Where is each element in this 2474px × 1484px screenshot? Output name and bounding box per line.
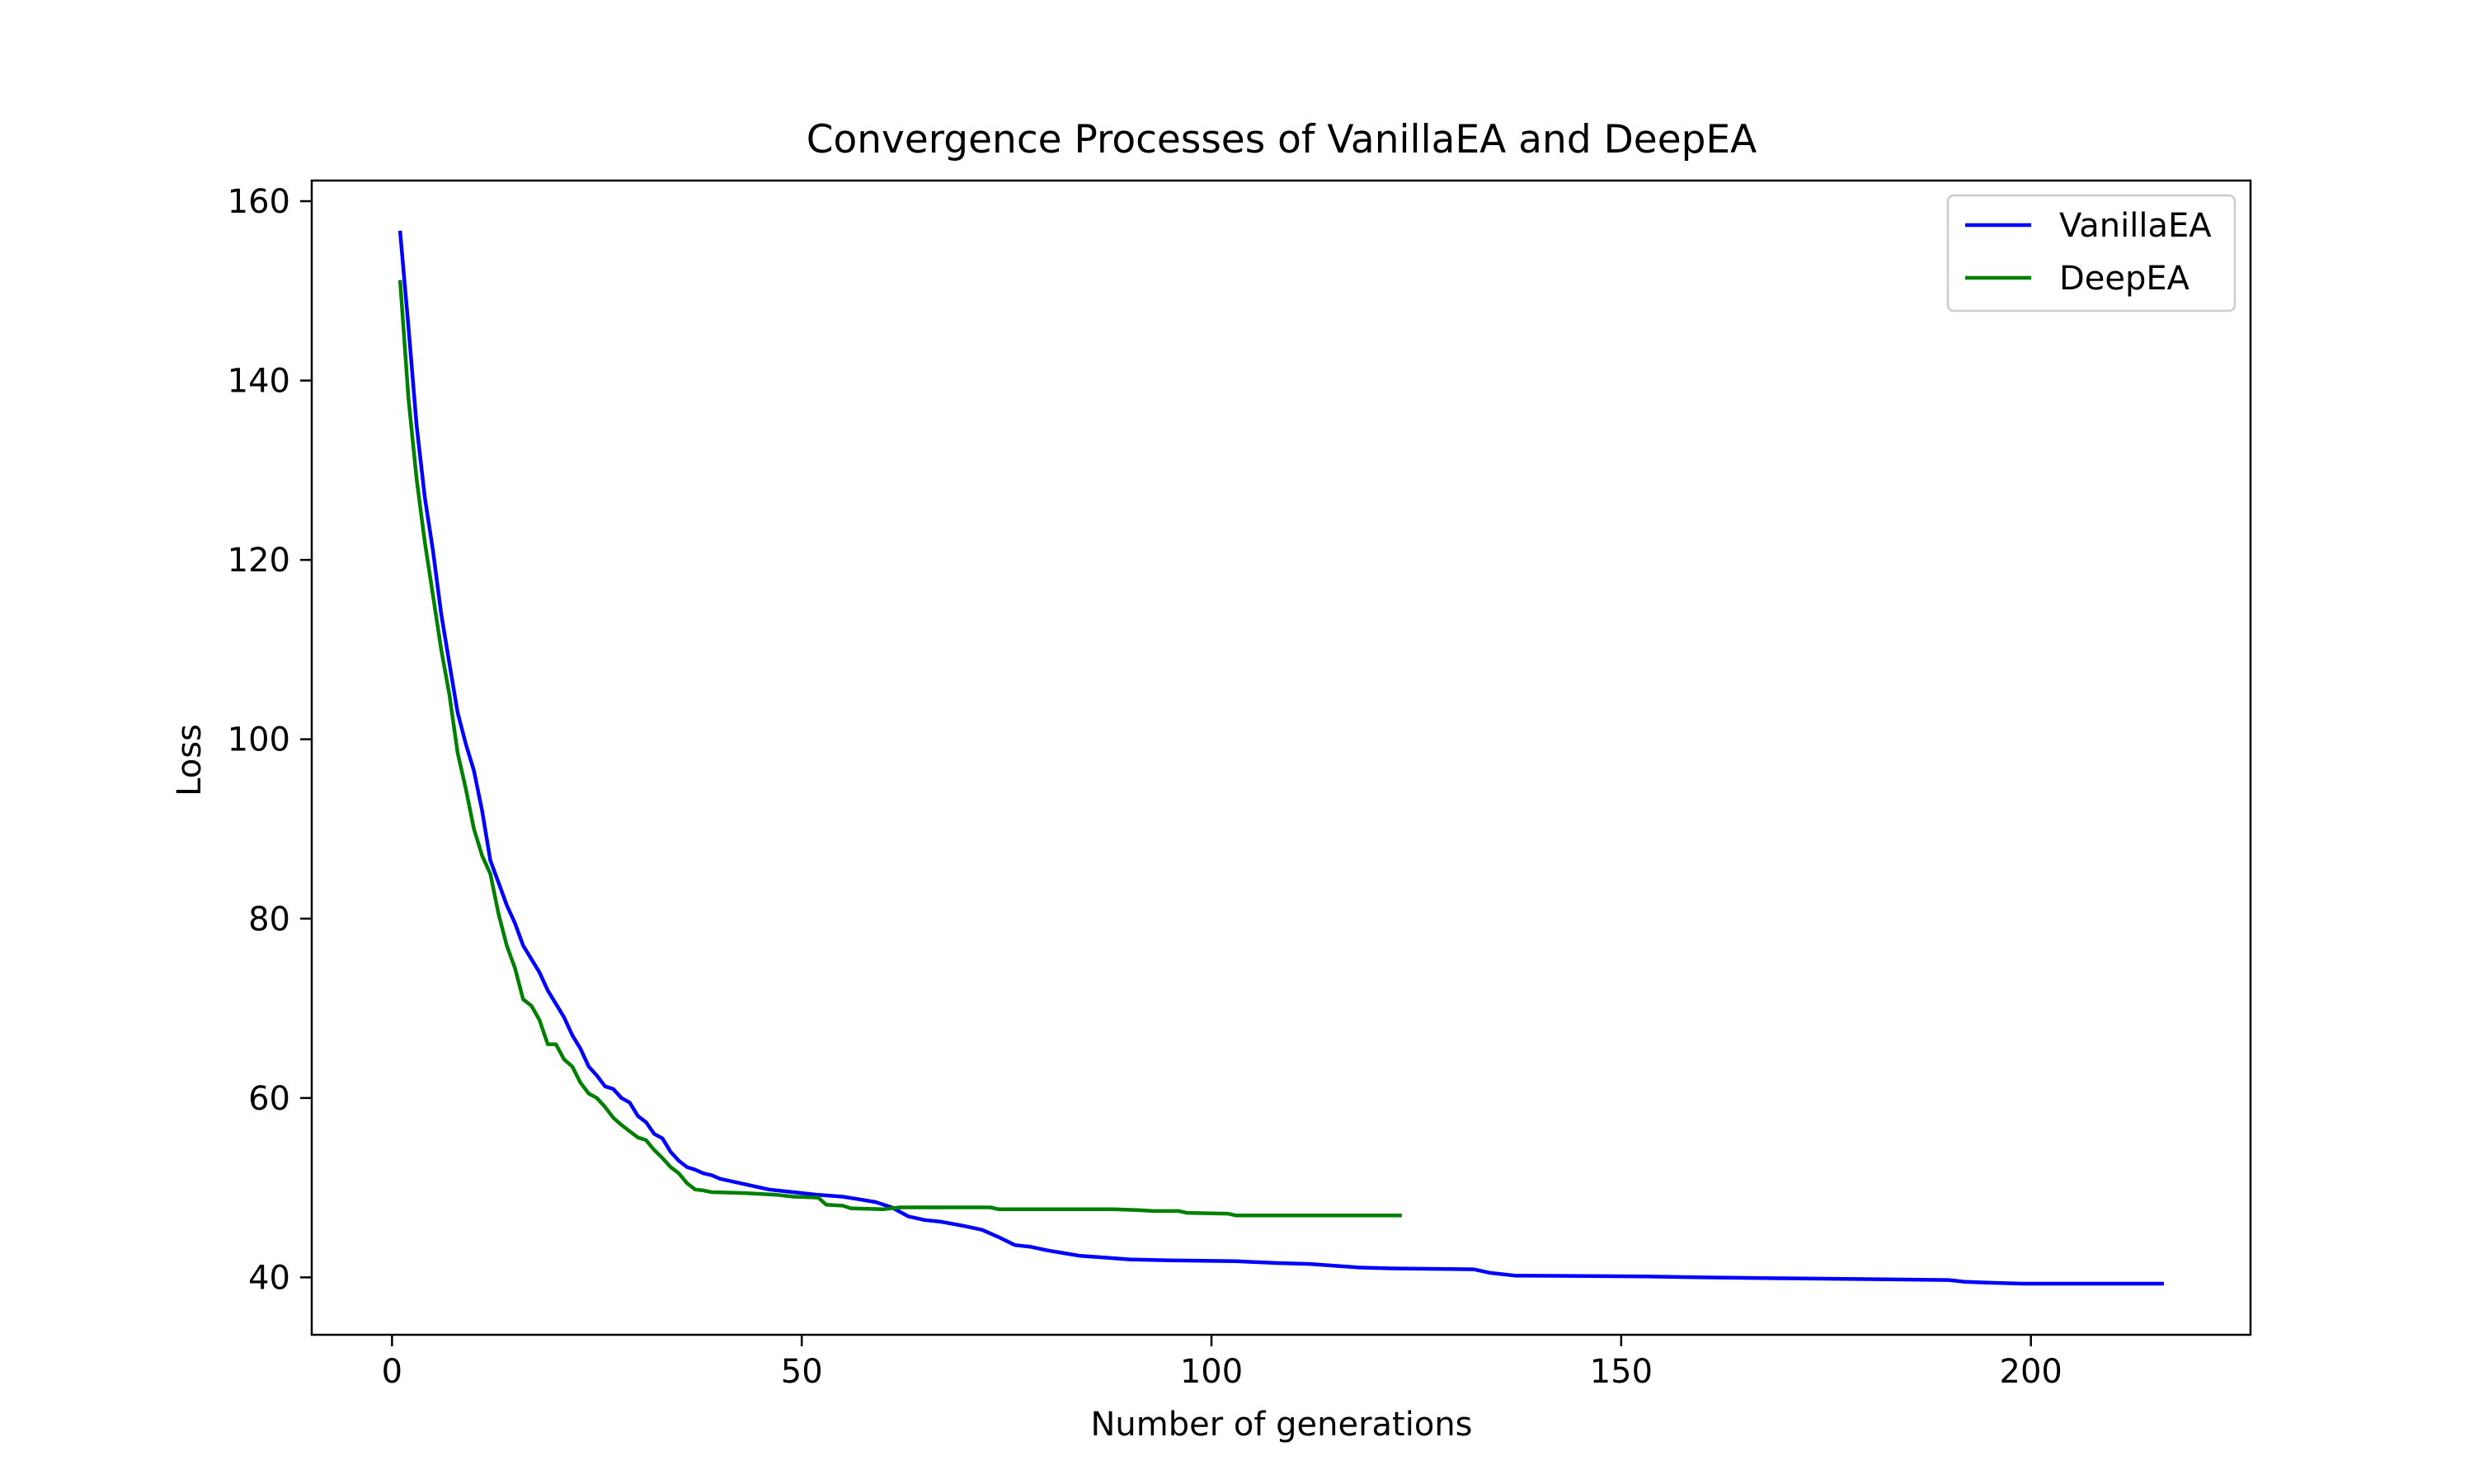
y-tick-label: 40 [248,1259,290,1297]
y-tick-label: 140 [228,363,290,401]
series-line-deepea [397,279,1402,1218]
legend-label-vanillaea: VanillaEA [2059,207,2212,245]
x-tick-label: 50 [781,1353,823,1391]
legend-label-deepea: DeepEA [2059,260,2190,298]
y-tick-label: 100 [228,721,290,759]
x-tick-label: 200 [2000,1353,2062,1391]
y-tick-label: 120 [228,542,290,580]
y-tick-label: 80 [248,900,290,938]
y-tick-label: 60 [248,1080,290,1118]
x-axis-label: Number of generations [1090,1406,1472,1444]
x-tick-label: 100 [1180,1353,1243,1391]
plot-lines [397,230,2164,1286]
plot-frame [310,179,2252,1336]
legend: VanillaEA DeepEA [1946,194,2236,312]
y-axis-label: Loss [171,724,209,796]
x-tick-label: 150 [1590,1353,1653,1391]
x-axis-ticks: 0 50 100 150 200 [382,1335,2062,1391]
y-tick-label: 160 [228,183,290,221]
x-tick-label: 0 [382,1353,402,1391]
y-axis-ticks: 40 60 80 100 120 140 160 [228,183,312,1297]
chart-title: Convergence Processes of VanillaEA and D… [807,117,1757,162]
series-line-vanillaea [397,230,2164,1286]
